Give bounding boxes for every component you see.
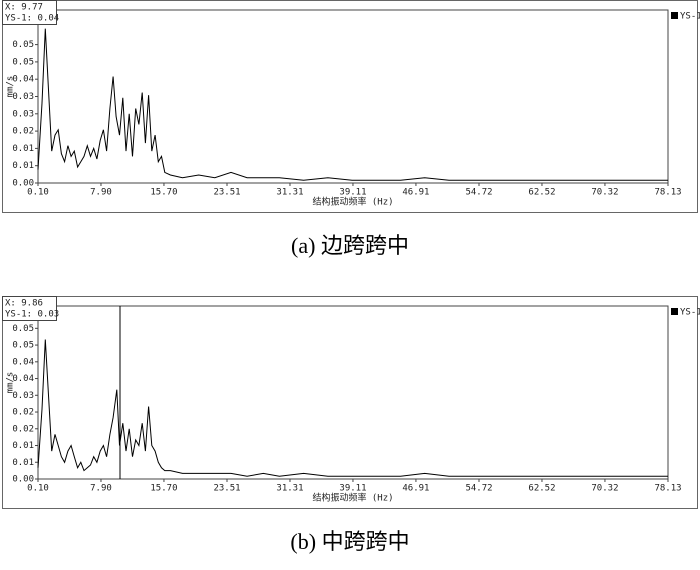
cursor-y: YS-1: 0.04 — [5, 14, 59, 24]
y-tick-label: 0.04 — [12, 357, 34, 367]
y-tick-label: 0.02 — [12, 408, 34, 418]
y-tick-label: 0.05 — [12, 57, 34, 67]
caption: (b) 中跨跨中 — [290, 529, 409, 554]
cursor-box — [2, 0, 57, 25]
x-tick-label: 54.72 — [465, 484, 492, 494]
y-tick-label: 0.01 — [12, 161, 34, 171]
y-tick-label: 0.02 — [12, 424, 34, 434]
x-tick-label: 78.13 — [654, 188, 681, 198]
x-tick-label: 7.90 — [90, 484, 112, 494]
y-tick-label: 0.04 — [12, 75, 34, 85]
y-tick-label: 0.05 — [12, 324, 34, 334]
plot-area — [37, 9, 669, 184]
cursor-x: X: 9.77 — [5, 3, 43, 13]
x-tick-label: 46.91 — [402, 484, 429, 494]
y-tick-label: 0.03 — [12, 92, 34, 102]
x-axis-label: 结构振动频率 (Hz) — [312, 196, 393, 208]
x-tick-label: 15.70 — [150, 484, 177, 494]
y-tick-label: 0.00 — [12, 179, 34, 189]
y-tick-label: 0.05 — [12, 341, 34, 351]
x-tick-label: 31.31 — [276, 484, 303, 494]
x-tick-label: 23.51 — [213, 484, 240, 494]
legend-entry: YS-1 — [680, 12, 700, 22]
legend-swatch — [671, 12, 678, 19]
x-tick-label: 78.13 — [654, 484, 681, 494]
y-tick-label: 0.02 — [12, 127, 34, 137]
y-tick-label: 0.03 — [12, 391, 34, 401]
y-tick-label: 0.00 — [12, 475, 34, 485]
y-tick-label: 0.01 — [12, 441, 34, 451]
x-tick-label: 39.11 — [339, 188, 366, 198]
cursor-box — [2, 296, 57, 321]
spectrum-line — [37, 28, 668, 181]
y-tick-label: 0.04 — [12, 374, 34, 384]
plot-area — [37, 305, 669, 480]
x-tick-label: 54.72 — [465, 188, 492, 198]
legend-swatch — [671, 308, 678, 315]
x-tick-label: 0.10 — [27, 188, 49, 198]
x-tick-label: 39.11 — [339, 484, 366, 494]
x-tick-label: 31.31 — [276, 188, 303, 198]
x-tick-label: 46.91 — [402, 188, 429, 198]
y-axis-label: mm/s — [6, 76, 16, 98]
y-axis-label: mm/s — [6, 372, 16, 394]
x-tick-label: 62.52 — [528, 484, 555, 494]
x-axis-label: 结构振动频率 (Hz) — [312, 492, 393, 504]
y-tick-label: 0.01 — [12, 144, 34, 154]
y-tick-label: 0.03 — [12, 109, 34, 119]
y-tick-label: 0.05 — [12, 40, 34, 50]
legend-entry: YS-1 — [680, 308, 700, 318]
caption: (a) 边跨跨中 — [291, 233, 409, 258]
cursor-x: X: 9.86 — [5, 299, 43, 309]
spectrum-line — [37, 339, 668, 477]
y-tick-label: 0.01 — [12, 458, 34, 468]
x-tick-label: 70.32 — [591, 484, 618, 494]
x-tick-label: 62.52 — [528, 188, 555, 198]
x-tick-label: 0.10 — [27, 484, 49, 494]
x-tick-label: 15.70 — [150, 188, 177, 198]
x-tick-label: 7.90 — [90, 188, 112, 198]
cursor-y: YS-1: 0.03 — [5, 310, 59, 320]
x-tick-label: 23.51 — [213, 188, 240, 198]
x-tick-label: 70.32 — [591, 188, 618, 198]
